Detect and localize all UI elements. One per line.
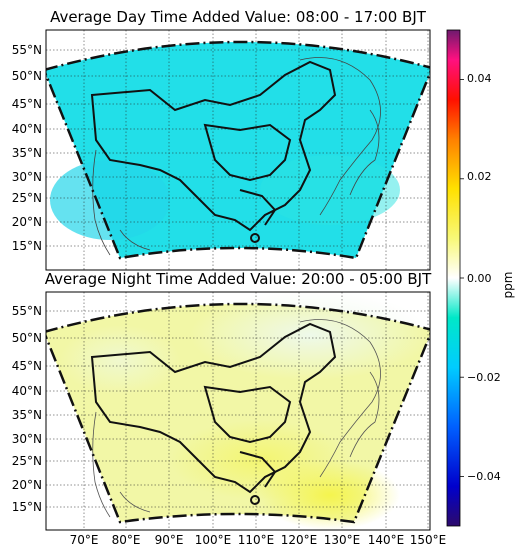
night-y-tick: 35°N bbox=[12, 408, 42, 422]
night-panel: Average Night Time Added Value: 20:00 - … bbox=[12, 270, 447, 547]
colorbar-tick-label: 0.00 bbox=[467, 272, 492, 285]
night-china-border bbox=[90, 322, 337, 505]
day-y-tick: 30°N bbox=[12, 170, 42, 184]
night-x-tick: 110°E bbox=[238, 533, 275, 547]
night-y-tick: 40°N bbox=[12, 384, 42, 398]
night-x-tick: 120°E bbox=[281, 533, 318, 547]
night-x-tick: 80°E bbox=[112, 533, 141, 547]
night-panel-title: Average Night Time Added Value: 20:00 - … bbox=[45, 270, 432, 288]
day-y-tick: 15°N bbox=[12, 239, 42, 253]
day-y-tick: 25°N bbox=[12, 191, 42, 205]
colorbar-tick-label: 0.02 bbox=[467, 170, 492, 183]
day-panel: Average Day Time Added Value: 08:00 - 17… bbox=[12, 8, 431, 271]
colorbar-label: ppm bbox=[501, 272, 515, 299]
colorbar-tick-label: 0.04 bbox=[467, 72, 492, 85]
colorbar-ticks bbox=[460, 79, 464, 477]
night-frame bbox=[45, 291, 431, 531]
day-y-tick: 45°N bbox=[12, 97, 42, 111]
night-field-min bbox=[190, 292, 430, 380]
night-grid bbox=[46, 292, 430, 530]
night-x-tick: 100°E bbox=[195, 533, 232, 547]
night-y-tick: 25°N bbox=[12, 454, 42, 468]
day-y-tick: 35°N bbox=[12, 146, 42, 160]
night-y-tick: 30°N bbox=[12, 432, 42, 446]
night-coastlines bbox=[92, 319, 381, 518]
day-y-tick: 50°N bbox=[12, 69, 42, 83]
night-x-tick: 70°E bbox=[70, 533, 99, 547]
day-china-border bbox=[90, 60, 337, 243]
night-x-tick: 150°E bbox=[410, 533, 447, 547]
day-field-shade bbox=[50, 160, 170, 240]
day-y-tick: 20°N bbox=[12, 215, 42, 229]
day-y-ticks: 15°N 20°N 25°N 30°N 35°N 40°N 45°N 50°N … bbox=[12, 43, 42, 253]
colorbar: 0.04 0.02 0.00 −0.02 −0.04 ppm bbox=[446, 29, 515, 527]
day-frame bbox=[45, 29, 431, 271]
day-coastlines bbox=[92, 57, 381, 256]
night-x-tick: 140°E bbox=[368, 533, 405, 547]
night-x-tick: 130°E bbox=[324, 533, 361, 547]
day-y-tick: 40°N bbox=[12, 122, 42, 136]
day-panel-title: Average Day Time Added Value: 08:00 - 17… bbox=[50, 8, 427, 26]
colorbar-tick-label: −0.02 bbox=[467, 371, 501, 384]
night-x-ticks: 70°E 80°E 90°E 100°E 110°E 120°E 130°E 1… bbox=[70, 533, 447, 547]
colorbar-gradient bbox=[446, 29, 461, 527]
night-x-tick: 90°E bbox=[155, 533, 184, 547]
day-y-tick: 55°N bbox=[12, 43, 42, 57]
night-y-tick: 45°N bbox=[12, 359, 42, 373]
night-y-tick: 50°N bbox=[12, 331, 42, 345]
night-y-tick: 20°N bbox=[12, 478, 42, 492]
colorbar-tick-label: −0.04 bbox=[467, 470, 501, 483]
night-y-ticks: 15°N 20°N 25°N 30°N 35°N 40°N 45°N 50°N … bbox=[12, 304, 42, 514]
night-y-tick: 55°N bbox=[12, 304, 42, 318]
night-y-tick: 15°N bbox=[12, 500, 42, 514]
